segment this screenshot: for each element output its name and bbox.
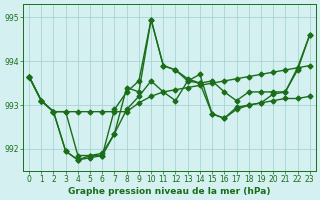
X-axis label: Graphe pression niveau de la mer (hPa): Graphe pression niveau de la mer (hPa) <box>68 187 271 196</box>
